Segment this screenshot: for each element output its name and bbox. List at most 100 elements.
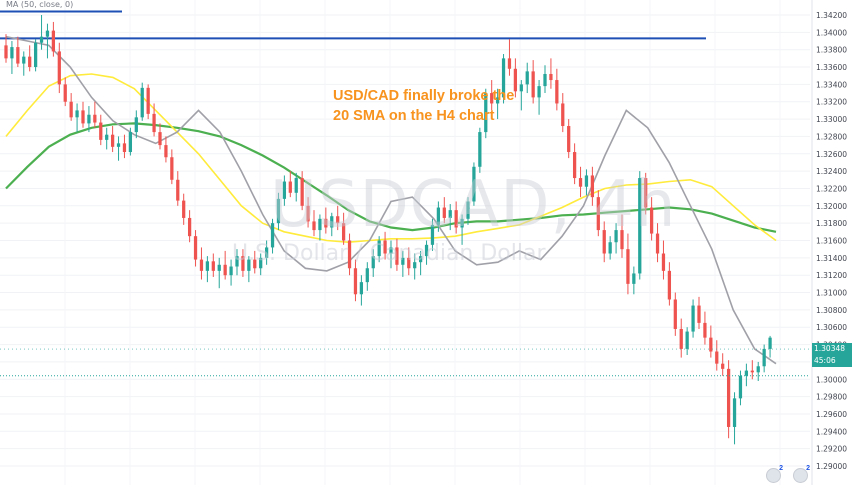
y-tick-label: 1.29000 — [816, 462, 847, 471]
price-axis[interactable]: 1.34200 1.34000 1.33800 1.33600 1.33400 1.332… — [811, 0, 847, 485]
candle-body — [721, 363, 725, 369]
candle-body — [691, 305, 695, 332]
candle-body — [152, 113, 156, 133]
y-tick-label: 1.29600 — [816, 410, 847, 419]
candle-body — [312, 221, 316, 231]
candle-body — [122, 143, 127, 153]
candle-body — [418, 256, 423, 263]
candle-body — [128, 132, 133, 153]
candlesticks — [4, 15, 772, 445]
candle-body — [638, 178, 642, 274]
candle-body — [389, 247, 393, 254]
candle-body — [561, 103, 565, 127]
annotation-line-2: 20 SMA on the H4 chart — [333, 108, 495, 124]
candle-body — [495, 97, 500, 104]
candle-body — [567, 126, 571, 153]
y-tick-label: 1.30600 — [816, 323, 847, 332]
candle-body — [525, 71, 529, 85]
event-badge-icon[interactable]: 2 — [793, 465, 810, 483]
event-badge-icon[interactable]: 2 — [766, 465, 783, 483]
candle-body — [51, 30, 56, 52]
candle-body — [472, 166, 476, 202]
y-tick-label: 1.33200 — [816, 98, 847, 107]
candle-body — [513, 68, 518, 92]
candle-body — [140, 87, 144, 118]
candle-body — [555, 80, 559, 104]
y-tick-label: 1.33800 — [816, 46, 847, 55]
candle-body — [39, 36, 44, 43]
candle-body — [430, 224, 435, 245]
candle-body — [365, 268, 369, 283]
ma-legend[interactable]: MA (50, close, 0) — [6, 0, 74, 9]
candle-body — [608, 242, 612, 254]
candle-body — [507, 58, 512, 69]
candle-body — [596, 197, 600, 231]
y-tick-label: 1.29400 — [816, 427, 847, 436]
candle-body — [341, 223, 346, 241]
candle-body — [685, 331, 689, 349]
candle-body — [99, 122, 103, 140]
candle-body — [436, 207, 441, 225]
candle-body — [679, 328, 683, 349]
candle-body — [715, 351, 719, 364]
candle-countdown-label: 45:06 — [812, 355, 852, 367]
candle-body — [744, 370, 749, 376]
candle-body — [324, 218, 328, 228]
candle-body — [667, 270, 672, 300]
candle-body — [661, 253, 666, 271]
candle-body — [282, 181, 287, 199]
candle-body — [187, 217, 192, 237]
candle-body — [726, 368, 731, 427]
candle-body — [738, 375, 743, 399]
candle-body — [401, 257, 405, 265]
candle-body — [16, 47, 20, 64]
candle-body — [762, 348, 766, 367]
candle-body — [359, 282, 364, 295]
candle-body — [371, 256, 375, 269]
candle-body — [193, 236, 198, 260]
candle-body — [164, 145, 168, 158]
symbol-watermark: USDCAD, 4h — [270, 168, 677, 242]
y-tick-label: 1.31600 — [816, 237, 847, 246]
candle-body — [448, 210, 452, 218]
ma-50-line — [5, 122, 777, 233]
candle-body — [501, 58, 506, 98]
candle-body — [146, 87, 150, 114]
y-tick-label: 1.32000 — [816, 202, 847, 211]
candle-body — [223, 264, 227, 276]
y-tick-label: 1.32800 — [816, 132, 847, 141]
candle-body — [732, 398, 737, 427]
candle-body — [768, 337, 772, 349]
candle-body — [673, 299, 677, 329]
candle-body — [519, 84, 523, 92]
candle-body — [697, 305, 701, 323]
y-tick-label: 1.34000 — [816, 28, 847, 37]
candle-body — [750, 370, 754, 373]
candle-body — [407, 257, 411, 269]
candle-body — [336, 216, 340, 224]
y-tick-label: 1.29800 — [816, 393, 847, 402]
candle-body — [347, 240, 352, 269]
candle-body — [620, 230, 624, 250]
y-tick-label: 1.32200 — [816, 184, 847, 193]
chart-grid — [0, 0, 810, 485]
y-tick-label: 1.32400 — [816, 167, 847, 176]
candle-body — [235, 256, 239, 267]
candle-body — [69, 101, 73, 118]
candle-body — [306, 205, 310, 222]
y-tick-label: 1.30800 — [816, 306, 847, 315]
candle-body — [413, 262, 417, 269]
candle-body — [241, 256, 245, 271]
candle-body — [649, 207, 654, 234]
candle-body — [353, 268, 358, 295]
candle-body — [703, 322, 707, 338]
candle-body — [134, 117, 138, 133]
candle-body — [110, 134, 115, 147]
candle-body — [578, 178, 583, 187]
candle-body — [176, 179, 180, 201]
candle-body — [75, 110, 79, 118]
y-tick-label: 1.29200 — [816, 445, 847, 454]
candle-body — [63, 84, 67, 102]
candle-body — [217, 264, 221, 271]
